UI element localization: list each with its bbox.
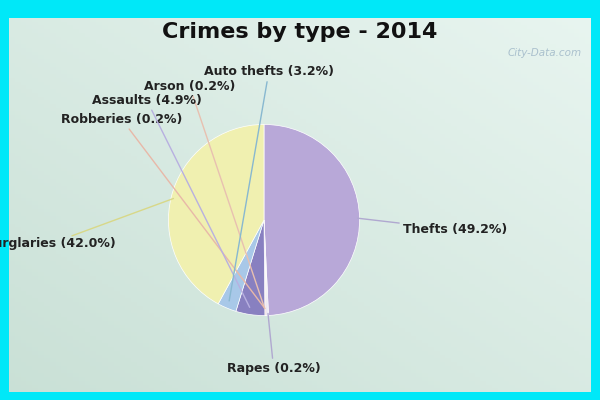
Text: Arson (0.2%): Arson (0.2%) <box>144 80 265 308</box>
Wedge shape <box>236 220 265 316</box>
Text: Robberies (0.2%): Robberies (0.2%) <box>61 113 265 308</box>
Text: Burglaries (42.0%): Burglaries (42.0%) <box>0 198 173 250</box>
Wedge shape <box>218 220 264 311</box>
Text: Rapes (0.2%): Rapes (0.2%) <box>227 314 320 375</box>
Wedge shape <box>264 220 268 316</box>
Text: Assaults (4.9%): Assaults (4.9%) <box>92 94 250 307</box>
Wedge shape <box>264 220 266 316</box>
Text: Auto thefts (3.2%): Auto thefts (3.2%) <box>204 65 334 301</box>
Text: City-Data.com: City-Data.com <box>508 48 582 58</box>
Text: Crimes by type - 2014: Crimes by type - 2014 <box>163 22 437 42</box>
Wedge shape <box>264 124 359 316</box>
Text: Thefts (49.2%): Thefts (49.2%) <box>358 218 507 236</box>
Wedge shape <box>169 124 264 304</box>
Wedge shape <box>264 220 269 316</box>
